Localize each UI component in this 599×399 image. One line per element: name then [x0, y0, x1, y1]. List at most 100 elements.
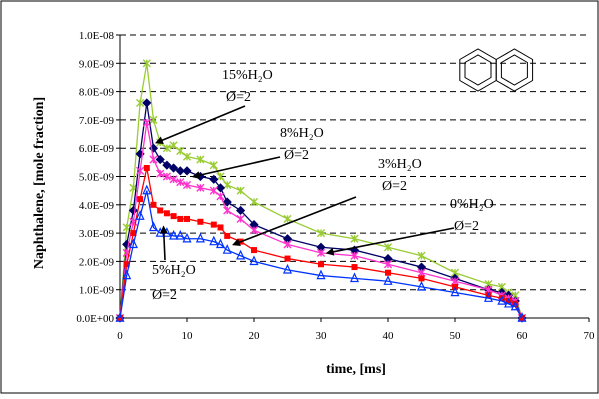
x-tick-labels: 0 10 20 30 40 50 60 70 — [117, 330, 595, 342]
data-point — [350, 251, 359, 260]
data-point — [484, 285, 493, 294]
annotation-phi: Ø=2 — [454, 219, 479, 234]
data-point — [224, 232, 231, 239]
data-point — [142, 59, 151, 68]
data-point — [209, 235, 219, 246]
data-point — [184, 215, 190, 222]
data-point — [156, 169, 165, 178]
data-point — [223, 206, 232, 215]
data-point — [162, 172, 171, 181]
data-point — [417, 268, 426, 277]
annotation-arrow — [159, 225, 168, 261]
data-point — [162, 160, 172, 170]
data-point — [130, 230, 137, 237]
data-point — [316, 242, 326, 252]
annotation-arrow — [325, 227, 455, 256]
annotation-phi: Ø=2 — [284, 148, 309, 163]
data-point — [505, 298, 512, 305]
series-group — [117, 165, 525, 321]
data-point — [216, 192, 225, 201]
annotation-phi: Ø=2 — [382, 179, 407, 194]
data-point — [251, 247, 257, 254]
data-point — [215, 238, 226, 249]
data-point — [349, 272, 360, 283]
data-point — [316, 248, 326, 258]
annotation-phi: Ø=2 — [152, 288, 177, 303]
series-line — [119, 167, 523, 319]
series-group — [115, 184, 527, 322]
data-point — [283, 214, 292, 224]
data-point — [148, 221, 159, 232]
data-point — [498, 295, 505, 302]
x-tick-label: 10 — [182, 330, 194, 342]
data-point — [450, 286, 460, 297]
ring — [495, 48, 534, 92]
annotation-arrow — [155, 105, 246, 144]
data-point — [385, 269, 391, 276]
data-point — [169, 175, 178, 184]
y-tick-label: 1.0E-09 — [79, 285, 115, 297]
data-point — [416, 280, 427, 291]
data-point — [135, 210, 145, 220]
data-point — [217, 224, 224, 231]
data-point — [149, 155, 158, 164]
data-point — [282, 263, 293, 274]
data-point — [197, 218, 204, 225]
y-tick-label: 2.0E-09 — [79, 256, 115, 268]
data-point — [182, 166, 192, 176]
data-point — [210, 221, 217, 228]
data-point — [316, 269, 326, 280]
data-point — [512, 300, 519, 307]
data-series — [115, 59, 527, 323]
data-point — [417, 251, 426, 260]
annotation-label: 8%H₂O — [280, 126, 324, 141]
data-point — [162, 144, 171, 153]
data-point — [383, 253, 393, 264]
data-point — [318, 261, 324, 268]
data-point — [196, 155, 205, 164]
y-tick-label: 3.0E-09 — [79, 228, 115, 240]
x-tick-label: 50 — [450, 330, 462, 342]
data-point — [316, 229, 326, 238]
y-tick-label: 6.0E-09 — [79, 143, 115, 155]
ring-inner — [500, 54, 528, 86]
data-point — [169, 141, 178, 150]
data-point — [155, 154, 165, 165]
x-tick-label: 60 — [517, 330, 529, 342]
annotations: 15%H₂O Ø=2 8%H₂O Ø=2 3%H₂O Ø=2 0%H₂O Ø=2 5%H₂O Ø=… — [152, 68, 494, 303]
data-point — [216, 172, 225, 181]
data-point — [149, 115, 158, 124]
data-point — [169, 229, 179, 240]
data-point — [170, 213, 177, 220]
data-point — [123, 261, 130, 268]
data-point — [163, 210, 170, 217]
data-point — [418, 275, 425, 282]
data-point — [196, 183, 205, 192]
data-point — [249, 255, 259, 266]
data-point — [416, 262, 427, 272]
series-line — [119, 63, 523, 319]
y-tick-label: 0.0E+00 — [76, 313, 114, 325]
data-point — [182, 152, 192, 161]
data-point — [450, 277, 460, 286]
data-point — [115, 311, 125, 322]
data-point — [176, 178, 185, 187]
naphthalene-structure-icon — [459, 48, 534, 92]
data-point — [122, 269, 132, 280]
data-point — [517, 311, 527, 322]
data-point — [249, 197, 259, 207]
x-tick-label: 40 — [383, 330, 395, 342]
data-point — [182, 180, 192, 190]
data-point — [182, 232, 192, 243]
data-point — [195, 232, 205, 243]
y-tick-label: 9.0E-09 — [79, 58, 115, 70]
data-point — [504, 297, 514, 308]
x-tick-label: 70 — [584, 330, 596, 342]
data-point — [510, 300, 520, 311]
data-point — [383, 243, 393, 252]
data-point — [136, 98, 145, 108]
series-group — [115, 118, 527, 323]
data-point — [209, 161, 218, 170]
ring-inner — [464, 54, 492, 86]
